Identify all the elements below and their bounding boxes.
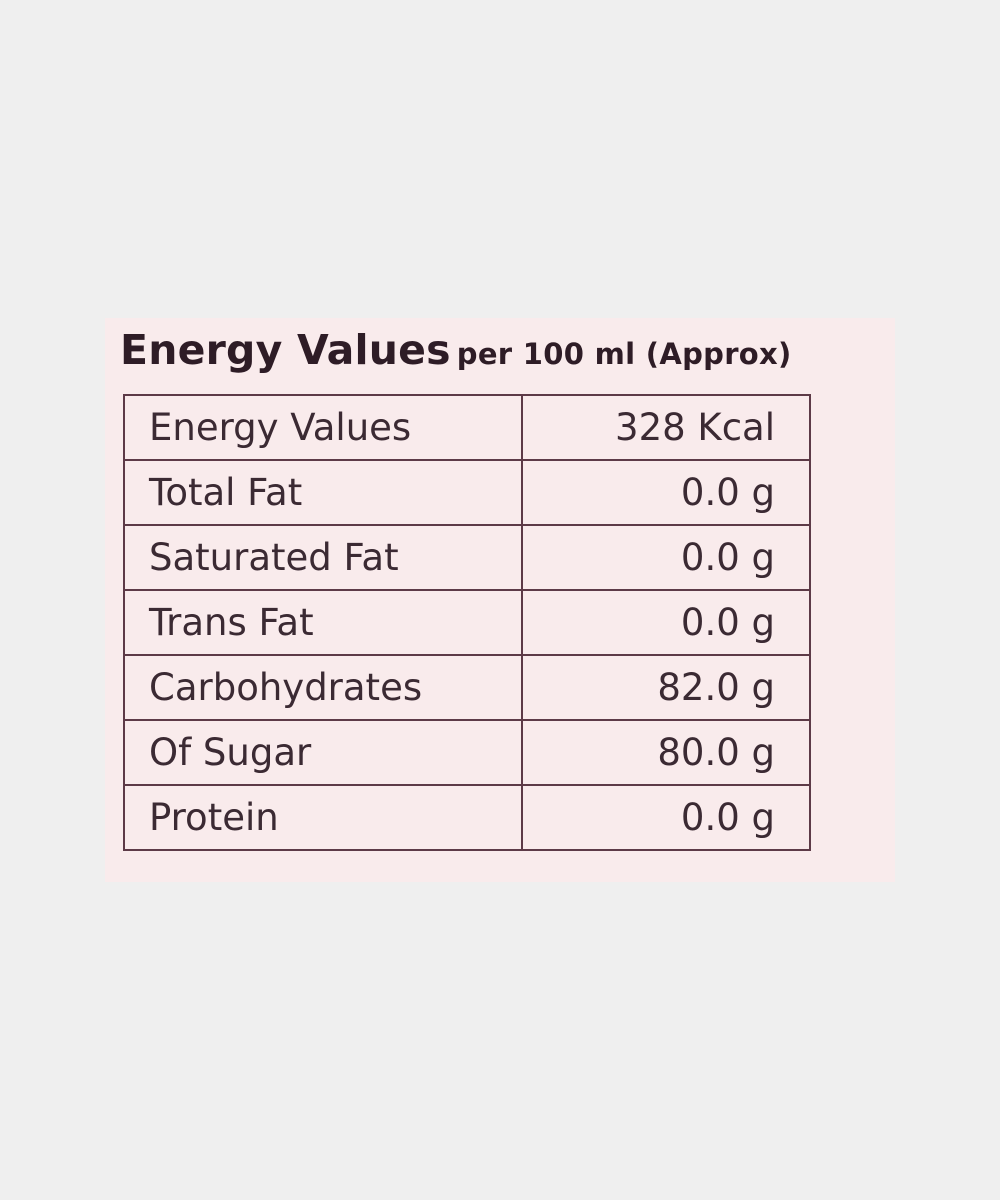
nutrient-name: Trans Fat <box>123 589 523 656</box>
nutrient-value: 0.0 g <box>521 589 811 656</box>
nutrient-name: Protein <box>123 784 523 851</box>
nutrient-name: Of Sugar <box>123 719 523 786</box>
nutrition-table: Energy Values 328 Kcal Total Fat 0.0 g S… <box>123 394 811 851</box>
nutrient-value: 328 Kcal <box>521 394 811 461</box>
nutrient-value: 80.0 g <box>521 719 811 786</box>
heading-title: Energy Values <box>120 326 451 374</box>
table-row: Saturated Fat 0.0 g <box>123 524 811 591</box>
heading-subtitle: per 100 ml (Approx) <box>456 337 792 371</box>
nutrient-value: 0.0 g <box>521 459 811 526</box>
table-row: Of Sugar 80.0 g <box>123 719 811 786</box>
table-row: Protein 0.0 g <box>123 784 811 851</box>
nutrient-name: Energy Values <box>123 394 523 461</box>
label-heading: Energy Values per 100 ml (Approx) <box>120 326 792 374</box>
nutrient-value: 0.0 g <box>521 784 811 851</box>
nutrient-value: 0.0 g <box>521 524 811 591</box>
nutrient-name: Carbohydrates <box>123 654 523 721</box>
nutrient-value: 82.0 g <box>521 654 811 721</box>
table-row: Energy Values 328 Kcal <box>123 394 811 461</box>
nutrient-name: Total Fat <box>123 459 523 526</box>
table-row: Total Fat 0.0 g <box>123 459 811 526</box>
table-row: Carbohydrates 82.0 g <box>123 654 811 721</box>
table-row: Trans Fat 0.0 g <box>123 589 811 656</box>
nutrient-name: Saturated Fat <box>123 524 523 591</box>
